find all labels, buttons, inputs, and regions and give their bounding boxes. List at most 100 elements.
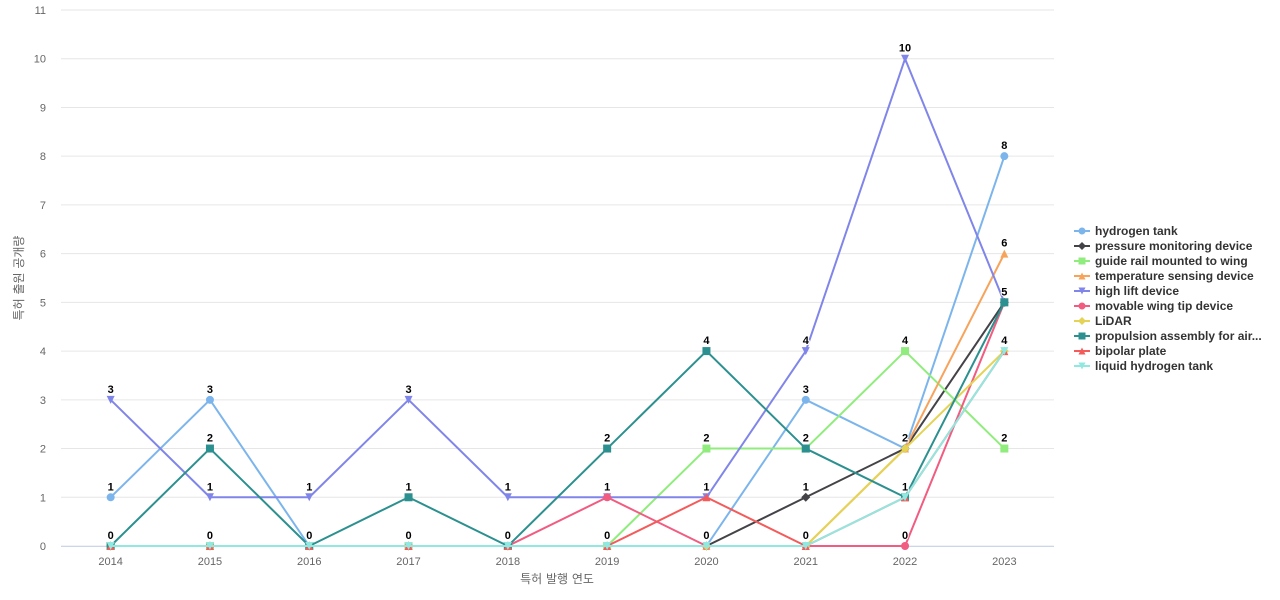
data-point [1000, 152, 1009, 161]
legend-label: movable wing tip device [1095, 299, 1233, 313]
y-tick-label: 6 [40, 249, 46, 261]
legend-marker [1078, 242, 1086, 250]
data-point [801, 347, 810, 356]
data-label: 1 [405, 481, 411, 493]
legend-item[interactable]: liquid hydrogen tank [1074, 359, 1213, 373]
series-line [109, 301, 1006, 547]
legend-label: LiDAR [1095, 314, 1132, 328]
data-label: 3 [405, 384, 411, 396]
data-label: 2 [803, 433, 809, 445]
y-tick-label: 2 [40, 444, 46, 456]
legend-item[interactable]: movable wing tip device [1074, 299, 1233, 313]
data-label: 2 [703, 433, 709, 445]
legend-item[interactable]: propulsion assembly for air... [1074, 329, 1262, 343]
data-point [801, 542, 810, 550]
data-point [603, 542, 612, 550]
data-point [404, 493, 413, 502]
data-label: 1 [108, 481, 114, 493]
data-point [603, 493, 612, 502]
data-point [901, 54, 910, 63]
data-label: 2 [902, 433, 908, 445]
series-line [109, 301, 1006, 547]
legend-item[interactable]: pressure monitoring device [1074, 239, 1253, 253]
x-tick-label: 2018 [496, 556, 520, 568]
data-label: 0 [207, 530, 213, 542]
legend-marker [1078, 302, 1086, 310]
data-label: 1 [803, 481, 809, 493]
legend-item[interactable]: LiDAR [1074, 314, 1132, 328]
data-label: 1 [306, 481, 312, 493]
x-axis-title: 특허 발행 연도 [520, 571, 594, 586]
data-label: 4 [703, 335, 710, 347]
y-tick-label: 5 [40, 297, 46, 309]
legend-label: guide rail mounted to wing [1095, 254, 1248, 268]
data-label: 0 [703, 530, 709, 542]
data-point [702, 444, 711, 453]
x-tick-label: 2021 [794, 556, 818, 568]
data-point [106, 493, 115, 502]
data-label: 0 [803, 530, 809, 542]
y-tick-label: 3 [40, 395, 46, 407]
legend-item[interactable]: temperature sensing device [1074, 269, 1254, 283]
legend-label: temperature sensing device [1095, 269, 1254, 283]
legend-marker [1078, 272, 1086, 280]
data-point [801, 492, 811, 502]
data-label: 1 [505, 481, 511, 493]
legend-item[interactable]: guide rail mounted to wing [1074, 254, 1248, 268]
legend-item[interactable]: hydrogen tank [1074, 224, 1178, 238]
data-point [1000, 444, 1009, 453]
data-label: 3 [207, 384, 213, 396]
data-label: 0 [306, 530, 312, 542]
data-label: 1 [703, 481, 709, 493]
y-tick-label: 0 [40, 541, 46, 553]
data-label: 3 [803, 384, 809, 396]
data-label: 3 [108, 384, 114, 396]
data-point [205, 493, 214, 502]
x-tick-label: 2020 [694, 556, 718, 568]
data-label: 0 [405, 530, 411, 542]
data-point [404, 542, 413, 550]
x-tick-label: 2016 [297, 556, 321, 568]
data-label: 6 [1001, 238, 1007, 250]
data-point [603, 444, 612, 453]
legend-label: high lift device [1095, 284, 1179, 298]
legend-marker [1078, 287, 1086, 295]
data-label: 2 [207, 433, 213, 445]
y-axis-title: 특허 출원 공개량 [12, 236, 26, 321]
series-9 [106, 347, 1009, 550]
data-point [901, 347, 910, 356]
data-point [205, 542, 214, 550]
legend-label: propulsion assembly for air... [1095, 329, 1262, 343]
y-tick-label: 7 [40, 200, 46, 212]
data-point [702, 493, 711, 502]
data-label: 4 [1001, 335, 1008, 347]
data-point [106, 395, 115, 404]
data-point [1000, 347, 1009, 356]
y-tick-label: 9 [40, 102, 46, 114]
series-line [109, 350, 1006, 547]
y-tick-label: 8 [40, 151, 46, 163]
grid [61, 9, 1054, 547]
legend-item[interactable]: high lift device [1074, 284, 1179, 298]
data-point [1000, 249, 1009, 258]
data-point [305, 493, 314, 502]
x-tick-label: 2019 [595, 556, 619, 568]
data-label: 1 [604, 481, 610, 493]
legend-item[interactable]: bipolar plate [1074, 344, 1167, 358]
data-point [205, 444, 214, 453]
data-label: 0 [505, 530, 511, 542]
x-axis-ticks: 2014 2015 2016 2017 2018 2019 2020 2021 2022 2023 [98, 556, 1016, 568]
y-tick-label: 11 [35, 5, 46, 17]
data-label: 4 [902, 335, 909, 347]
legend-marker [1078, 317, 1086, 325]
data-point [801, 395, 810, 404]
data-point [106, 542, 115, 550]
data-label: 4 [803, 335, 810, 347]
data-point [503, 493, 512, 502]
data-label: 2 [604, 433, 610, 445]
series-lines [106, 54, 1009, 551]
data-point [900, 444, 910, 454]
